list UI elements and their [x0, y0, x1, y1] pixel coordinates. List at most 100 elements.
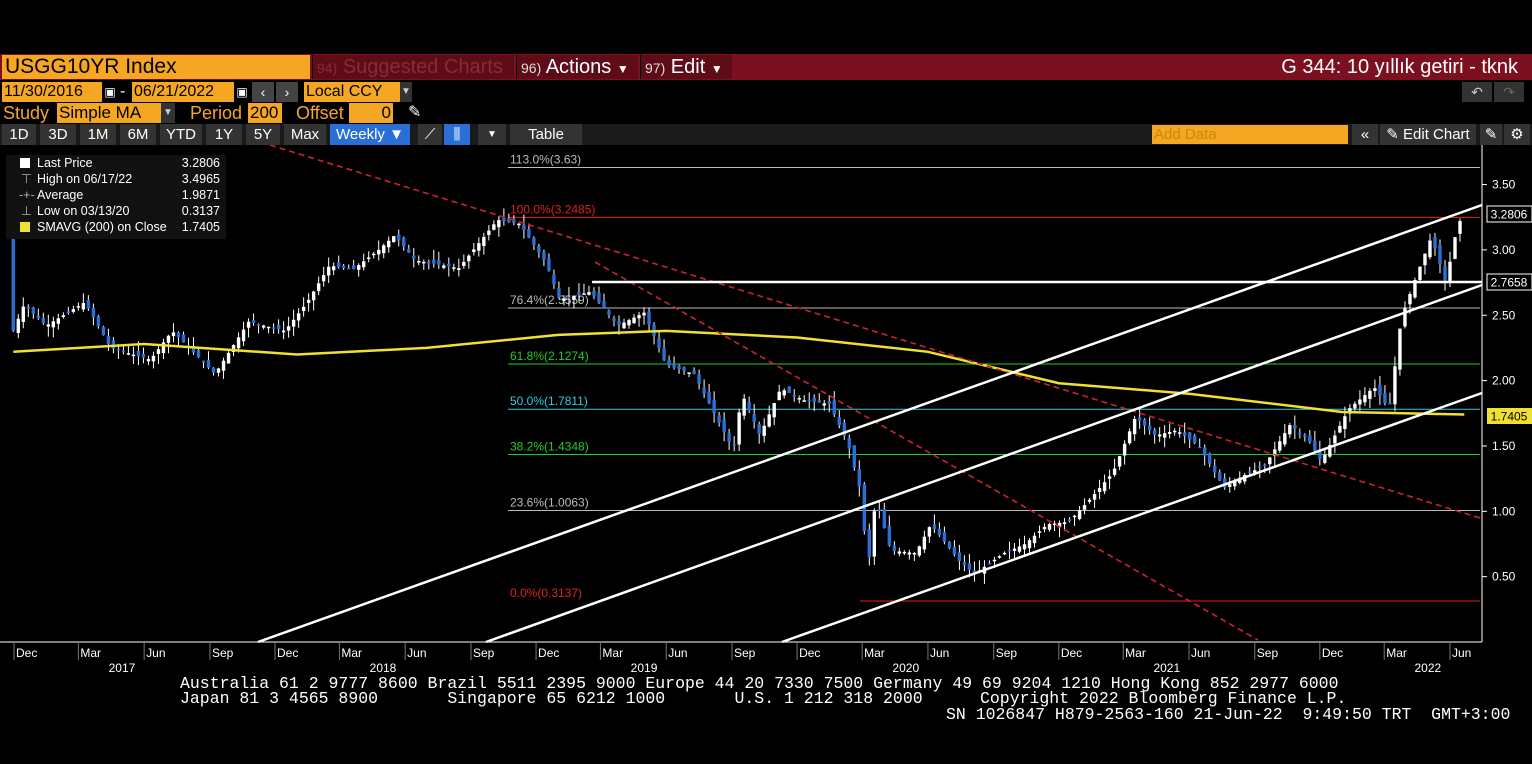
- period-3d-button[interactable]: 3D: [40, 124, 76, 145]
- period-ytd-button[interactable]: YTD: [160, 124, 202, 145]
- period-6m-button[interactable]: 6M: [120, 124, 156, 145]
- period-1y-button[interactable]: 1Y: [206, 124, 242, 145]
- channel-line: [781, 391, 1483, 644]
- x-tick-label: Mar: [341, 646, 362, 660]
- candle-body: [522, 224, 526, 231]
- last-price-tag: 3.2806: [1491, 208, 1528, 222]
- x-tick-label: Sep: [212, 646, 234, 660]
- candle-body: [587, 292, 591, 295]
- x-year-label: 2017: [109, 661, 136, 675]
- candle-body: [106, 335, 111, 345]
- chart-legend: Last Price 3.2806 ⊤ High on 06/17/22 3.4…: [6, 155, 226, 239]
- candle-body: [1052, 523, 1057, 525]
- candle-body: [367, 257, 371, 260]
- offset-input[interactable]: 0: [349, 103, 393, 123]
- chevron-down-icon[interactable]: ▼: [478, 124, 506, 145]
- chevron-down-icon[interactable]: ▼: [161, 103, 175, 123]
- candle-body: [1428, 240, 1432, 258]
- candle-body: [632, 317, 636, 324]
- candle-body: [1433, 236, 1437, 249]
- candle-body: [21, 306, 25, 323]
- candle-body: [1443, 266, 1447, 281]
- fib-level-label: 23.6%(1.0063): [510, 495, 589, 509]
- chevron-down-icon[interactable]: ▼: [400, 82, 412, 102]
- candle-body: [372, 253, 376, 256]
- line-chart-icon[interactable]: ⟋: [418, 124, 442, 145]
- candle-body: [1423, 253, 1427, 266]
- suggested-charts-menu[interactable]: 94) Suggested Charts: [312, 55, 514, 79]
- end-date-input[interactable]: 06/21/2022: [132, 82, 234, 102]
- y-axis-ticks: 0.50 1.00 1.50 2.00 2.50 3.00 3.50: [1482, 178, 1516, 584]
- candle-body: [842, 422, 846, 436]
- candle-body: [1082, 505, 1087, 510]
- candle-body: [86, 300, 91, 309]
- candle-body: [387, 240, 391, 248]
- candle-body: [502, 218, 506, 221]
- candle-body: [1208, 453, 1212, 464]
- x-tick-label: Jun: [930, 646, 949, 660]
- candle-body: [126, 353, 131, 355]
- calendar-icon[interactable]: ▣: [236, 85, 248, 99]
- candle-body: [447, 263, 451, 267]
- period-input[interactable]: 200: [248, 103, 282, 123]
- period-max-button[interactable]: Max: [284, 124, 326, 145]
- candle-body: [772, 403, 776, 418]
- edit-menu[interactable]: 97) Edit ▼: [640, 55, 732, 79]
- period-1d-button[interactable]: 1D: [2, 124, 36, 145]
- moving-average-line: [13, 329, 1465, 416]
- candle-body: [146, 359, 151, 362]
- candle-body: [46, 324, 51, 327]
- candle-body: [271, 327, 276, 329]
- candle-body: [392, 236, 396, 243]
- period-label: Period: [190, 103, 243, 123]
- collapse-icon[interactable]: «: [1352, 124, 1378, 145]
- x-axis-ticks: Dec Mar Jun Sep Dec Mar Jun Sep Dec Mar Jun Sep Dec M…: [13, 642, 1471, 675]
- candle-body: [321, 275, 326, 282]
- study-type-select[interactable]: Simple MA: [57, 103, 161, 123]
- currency-select[interactable]: Local CCY: [304, 82, 402, 102]
- study-label: Study: [3, 103, 50, 123]
- ticker-field[interactable]: USGG10YR Index: [2, 55, 310, 79]
- candle-body: [1453, 237, 1457, 259]
- candle-body: [942, 532, 947, 542]
- y-tick-label: 2.00: [1492, 374, 1516, 388]
- pencil-icon[interactable]: ✎: [408, 104, 422, 121]
- prev-range-button[interactable]: ‹: [252, 82, 274, 102]
- candle-body: [1328, 445, 1332, 457]
- legend-row: ⊤ High on 06/17/22 3.4965: [6, 171, 226, 187]
- undo-icon[interactable]: ↶: [1462, 82, 1492, 102]
- candle-body: [96, 316, 101, 327]
- start-date-input[interactable]: 11/30/2016: [2, 82, 102, 102]
- x-tick-label: Mar: [80, 646, 101, 660]
- candle-body: [1333, 435, 1337, 444]
- red-trend-line: [594, 261, 1259, 641]
- level-tag-bg: [1486, 273, 1532, 291]
- candle-body: [807, 399, 811, 402]
- candle-body: [336, 262, 341, 268]
- y-tick-label: 0.50: [1492, 570, 1516, 584]
- redo-icon[interactable]: ↷: [1494, 82, 1524, 102]
- candle-body: [582, 293, 586, 295]
- candle-body: [1313, 440, 1317, 451]
- candle-body: [1303, 434, 1307, 437]
- actions-menu[interactable]: 96) Actions ▼: [516, 55, 638, 79]
- candle-body: [346, 267, 351, 270]
- candle-body: [437, 260, 441, 265]
- edit-icon[interactable]: ✎: [1480, 124, 1502, 145]
- candlestick-chart-icon[interactable]: ⫼: [444, 124, 470, 145]
- period-1m-button[interactable]: 1M: [80, 124, 116, 145]
- next-range-button[interactable]: ›: [276, 82, 298, 102]
- x-year-label: 2019: [631, 661, 658, 675]
- add-data-input[interactable]: Add Data: [1152, 125, 1348, 144]
- candle-body: [822, 403, 826, 406]
- period-5y-button[interactable]: 5Y: [246, 124, 280, 145]
- table-button[interactable]: Table: [510, 124, 582, 145]
- edit-chart-button[interactable]: ✎ Edit Chart: [1380, 124, 1476, 145]
- candle-body: [226, 352, 231, 364]
- gear-icon[interactable]: ⚙: [1504, 124, 1530, 145]
- candle-body: [1147, 425, 1152, 431]
- frequency-select[interactable]: Weekly ▼: [330, 124, 410, 145]
- candle-body: [1308, 435, 1312, 442]
- candle-body: [326, 266, 331, 276]
- calendar-icon[interactable]: ▣: [104, 85, 116, 99]
